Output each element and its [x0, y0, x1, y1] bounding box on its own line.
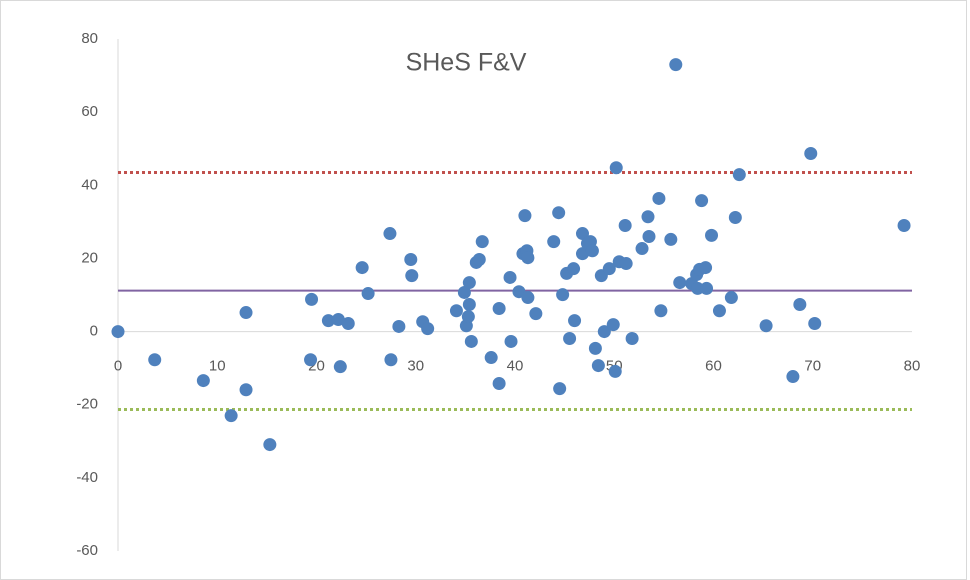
- point: [699, 261, 713, 275]
- point: [575, 227, 589, 241]
- point: [521, 291, 535, 305]
- point: [492, 377, 506, 391]
- point: [361, 287, 375, 301]
- point: [609, 161, 623, 175]
- point: [461, 310, 475, 324]
- point: [552, 206, 566, 220]
- y-tick-label: 80: [81, 30, 98, 47]
- y-tick-label: 0: [90, 323, 98, 340]
- point: [503, 270, 517, 284]
- point: [606, 318, 620, 332]
- point: [462, 276, 476, 290]
- point: [608, 364, 622, 378]
- point: [405, 269, 419, 283]
- chart-title: SHeS F&V: [406, 49, 527, 77]
- y-tick-label: 40: [81, 176, 98, 193]
- point: [732, 168, 746, 182]
- point: [321, 314, 335, 328]
- point: [808, 317, 822, 331]
- point: [492, 302, 506, 316]
- point: [691, 281, 705, 295]
- point: [728, 210, 742, 224]
- point: [635, 242, 649, 256]
- point: [553, 382, 567, 396]
- point: [567, 262, 581, 276]
- point: [724, 291, 738, 305]
- point: [695, 194, 709, 208]
- point: [521, 251, 535, 265]
- y-tick-label: -40: [76, 469, 98, 486]
- point: [472, 253, 486, 267]
- point: [384, 353, 398, 367]
- point: [652, 191, 666, 205]
- x-tick-label: 80: [904, 358, 921, 375]
- x-tick-label: 40: [507, 358, 524, 375]
- point: [568, 314, 582, 328]
- point: [239, 306, 253, 320]
- point: [196, 374, 210, 388]
- point: [224, 409, 238, 423]
- point: [712, 304, 726, 318]
- point: [333, 360, 347, 374]
- point: [673, 276, 687, 290]
- point: [618, 219, 632, 233]
- point: [331, 313, 345, 327]
- point: [239, 383, 253, 397]
- point: [669, 58, 683, 72]
- point: [563, 332, 577, 346]
- point: [897, 219, 911, 233]
- point: [504, 334, 518, 348]
- point: [654, 304, 668, 318]
- x-tick-label: 70: [804, 358, 821, 375]
- point: [588, 341, 602, 355]
- point: [786, 370, 800, 384]
- point: [556, 288, 570, 302]
- x-tick-label: 10: [209, 358, 226, 375]
- point: [642, 229, 656, 243]
- point: [700, 281, 714, 295]
- point: [421, 322, 435, 336]
- point: [759, 319, 773, 333]
- point: [475, 235, 489, 249]
- point: [305, 292, 319, 306]
- point: [529, 307, 543, 321]
- y-tick-label: -20: [76, 396, 98, 413]
- point: [793, 298, 807, 312]
- y-tick-label: 60: [81, 103, 98, 120]
- point: [597, 325, 611, 339]
- point: [263, 438, 277, 452]
- point: [705, 228, 719, 242]
- point: [355, 261, 369, 275]
- point: [575, 247, 589, 261]
- x-tick-label: 30: [407, 358, 424, 375]
- point: [449, 304, 463, 318]
- point: [457, 285, 471, 299]
- point: [641, 210, 655, 224]
- point: [383, 227, 397, 241]
- point: [619, 257, 633, 271]
- point: [804, 146, 818, 160]
- point: [484, 351, 498, 365]
- point: [625, 332, 639, 346]
- point: [392, 319, 406, 333]
- y-tick-label: 20: [81, 249, 98, 266]
- x-tick-label: 60: [705, 358, 722, 375]
- point: [602, 262, 616, 276]
- point: [547, 235, 561, 249]
- point: [518, 209, 532, 223]
- x-tick-label: 0: [114, 358, 122, 375]
- point: [111, 325, 125, 339]
- point: [591, 359, 605, 373]
- point: [341, 317, 355, 331]
- point: [585, 244, 599, 258]
- point: [304, 353, 318, 367]
- point: [462, 298, 476, 312]
- point: [464, 334, 478, 348]
- point: [404, 253, 418, 267]
- y-tick-label: -60: [76, 542, 98, 559]
- point: [664, 232, 678, 246]
- point: [148, 353, 162, 367]
